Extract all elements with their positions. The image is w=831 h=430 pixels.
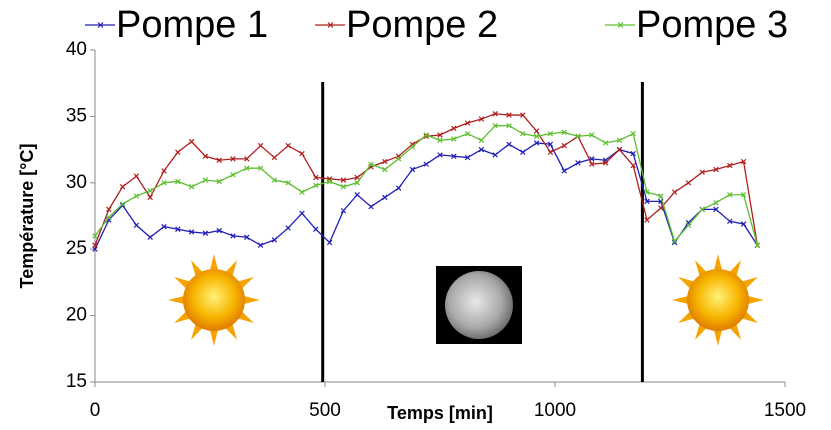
y-tick-label: 25 <box>66 238 87 259</box>
data-point <box>396 157 401 162</box>
x-tick-label: 1000 <box>534 400 576 421</box>
data-point <box>314 227 319 232</box>
data-point <box>134 223 139 228</box>
moon-icon <box>436 266 522 344</box>
y-tick-label: 30 <box>66 172 87 193</box>
data-point <box>286 226 291 231</box>
data-point <box>272 155 277 160</box>
data-point <box>176 150 181 155</box>
y-tick-label: 35 <box>66 105 87 126</box>
page: Température [°C] Temps [min] 15 20 25 30 35 4… <box>0 0 831 430</box>
data-point <box>383 195 388 200</box>
data-point <box>120 184 125 189</box>
data-point <box>521 150 526 155</box>
data-point <box>300 211 305 216</box>
data-point <box>686 181 691 186</box>
data-point <box>189 139 194 144</box>
data-point <box>355 192 360 197</box>
data-point <box>286 143 291 148</box>
data-point <box>507 142 512 147</box>
data-point <box>148 235 153 240</box>
data-point <box>231 173 236 178</box>
data-point <box>300 190 305 195</box>
y-tick-label: 15 <box>66 371 87 392</box>
data-point <box>479 138 484 143</box>
x-tick-label: 1500 <box>764 400 806 421</box>
legend-label: Pompe 1 <box>116 4 268 46</box>
x-tick-label: 500 <box>309 400 341 421</box>
x-tick-label: 0 <box>90 400 101 421</box>
data-point <box>107 215 112 220</box>
data-point <box>148 195 153 200</box>
data-point <box>369 204 374 209</box>
data-point <box>548 150 553 155</box>
data-point <box>134 174 139 179</box>
legend-label: Pompe 2 <box>346 4 498 46</box>
data-point <box>410 145 415 150</box>
chart: Température [°C] Temps [min] 15 20 25 30 35 4… <box>0 0 831 430</box>
data-point <box>396 186 401 191</box>
data-point <box>300 151 305 156</box>
series-line <box>95 114 757 245</box>
data-point <box>162 169 167 174</box>
y-axis-title: Température [°C] <box>17 144 37 289</box>
sun-icon <box>672 254 764 346</box>
y-tick-label: 40 <box>66 39 87 60</box>
data-point <box>672 190 677 195</box>
series-line <box>95 143 757 249</box>
x-axis-title: Temps [min] <box>387 403 493 423</box>
data-point <box>714 200 719 205</box>
data-point <box>534 129 539 134</box>
data-point <box>258 143 263 148</box>
y-tick-label: 20 <box>66 305 87 326</box>
data-point <box>562 143 567 148</box>
data-point <box>562 169 567 174</box>
legend-label: Pompe 3 <box>636 4 788 46</box>
sun-icon <box>168 254 260 346</box>
